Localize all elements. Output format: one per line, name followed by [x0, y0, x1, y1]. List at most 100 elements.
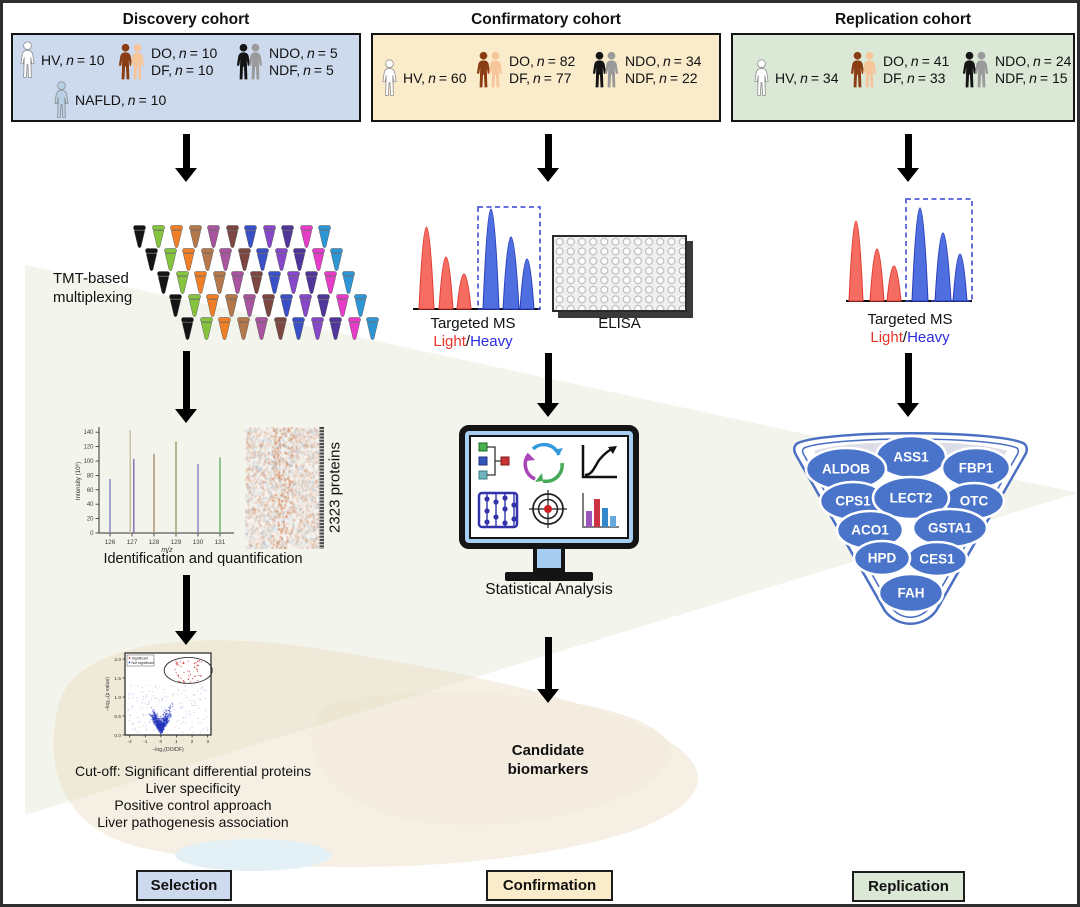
svg-text:LECT2: LECT2: [890, 491, 933, 506]
svg-text:127: 127: [127, 539, 138, 546]
cohort-group-ndo-ndf: NDO, n = 34 NDF, n = 22: [591, 51, 701, 89]
person-icon-do: [117, 43, 134, 81]
svg-text:2.0: 2.0: [114, 657, 121, 663]
flow-arrow: [175, 134, 197, 182]
cohort-title-confirmatory: Confirmatory cohort: [471, 11, 621, 28]
svg-text:60: 60: [87, 488, 94, 494]
cohort-group-hv: HV, n = 34: [753, 59, 839, 97]
stage-box-replication: Replication: [852, 871, 965, 902]
selection-dashed-box: [477, 206, 541, 310]
svg-text:0: 0: [160, 739, 163, 745]
heavy-peak: [952, 253, 968, 302]
svg-text:FBP1: FBP1: [959, 461, 994, 476]
light-peak: [456, 273, 472, 310]
id-quant-label: Identification and quantification: [103, 551, 303, 567]
person-icon-do: [849, 51, 866, 89]
growth-curve-icon: [581, 445, 617, 479]
person-icons: [961, 51, 990, 89]
light-peak: [869, 248, 885, 302]
person-icon-ndf: [247, 43, 264, 81]
svg-text:20: 20: [87, 517, 94, 523]
svg-text:120: 120: [83, 445, 94, 451]
svg-text:80: 80: [87, 473, 94, 479]
protein-bubble-lect2: LECT2: [871, 475, 951, 521]
svg-text:130: 130: [193, 539, 204, 546]
svg-text:3: 3: [206, 739, 209, 745]
svg-text:140: 140: [83, 430, 94, 436]
tmt-tube-racks: [131, 225, 379, 345]
person-icon-ndf: [973, 51, 990, 89]
person-icon-nafld: [53, 81, 70, 119]
flow-arrow: [537, 134, 559, 182]
flow-arrow: [175, 575, 197, 645]
stage-box-selection: Selection: [136, 870, 232, 901]
svg-text:CPS1: CPS1: [835, 494, 871, 509]
cohort-group-hv: HV, n = 10: [19, 41, 105, 79]
cohort-group-do-df: DO, n = 10 DF, n = 10: [117, 43, 217, 81]
heavy-peak: [482, 208, 500, 310]
svg-text:ALDOB: ALDOB: [822, 462, 870, 477]
elisa-label: ELISA: [598, 315, 641, 332]
light-heavy-label: Light/Heavy: [433, 333, 513, 350]
person-icons: [117, 43, 146, 81]
targeted-ms-chart: [846, 198, 973, 302]
svg-text:−log₂(DO/DF): −log₂(DO/DF): [152, 747, 184, 753]
person-icon-df: [861, 51, 878, 89]
svg-text:-1: -1: [143, 739, 148, 745]
svg-text:OTC: OTC: [960, 494, 989, 509]
svg-text:1.0: 1.0: [114, 695, 121, 701]
svg-text:131: 131: [215, 539, 226, 546]
svg-text:Not significant: Not significant: [132, 661, 155, 665]
svg-text:0.5: 0.5: [114, 714, 121, 720]
person-icons: [235, 43, 264, 81]
light-peak: [438, 256, 454, 310]
heavy-peak: [502, 236, 520, 310]
protein-bubbles: ASS1 FBP1 ALDOB OTC CPS1 LECT2 GSTA1 ACO1 CES1 HP…: [804, 434, 1012, 614]
flow-arrow: [175, 351, 197, 423]
cohort-group-do-df: DO, n = 41 DF, n = 33: [849, 51, 949, 89]
targeted-ms-label: Targeted MS: [867, 311, 953, 328]
monitor-stand: [533, 549, 565, 572]
flow-arrow: [537, 353, 559, 417]
protein-bubble-hpd: HPD: [852, 539, 912, 577]
cohort-box-replication: HV, n = 34 DO, n = 41 DF, n = 33 NDO, n = 24 NDF…: [731, 33, 1075, 122]
svg-text:HPD: HPD: [868, 551, 897, 566]
cutoff-line: Liver pathogenesis association: [97, 814, 289, 830]
svg-text:ACO1: ACO1: [851, 523, 889, 538]
svg-text:0: 0: [90, 531, 94, 537]
cohort-title-discovery: Discovery cohort: [122, 11, 250, 28]
svg-text:128: 128: [149, 539, 160, 546]
svg-text:126: 126: [105, 539, 116, 546]
flow-arrow: [897, 353, 919, 417]
target-icon: [529, 490, 567, 528]
elisa-plate: [552, 235, 687, 312]
cohort-group-do-df: DO, n = 82 DF, n = 77: [475, 51, 575, 89]
protein-count-label: 2323 proteins: [326, 442, 344, 533]
monitor-frame: [459, 425, 639, 549]
person-icons: [591, 51, 620, 89]
cohort-group-ndo-ndf: NDO, n = 5 NDF, n = 5: [235, 43, 338, 81]
cohort-box-discovery: HV, n = 10 DO, n = 10 DF, n = 10 NDO, n = 5 NDF,…: [11, 33, 361, 122]
cutoff-line: Positive control approach: [114, 797, 272, 813]
light-peak: [418, 226, 435, 310]
person-icon-hv: [19, 41, 36, 79]
protein-heatmap: [245, 427, 324, 549]
svg-text:m/z: m/z: [161, 547, 173, 554]
heavy-peak: [911, 207, 929, 302]
stage-box-confirmation: Confirmation: [486, 870, 613, 901]
svg-text:1.5: 1.5: [114, 676, 121, 682]
protein-bubble-aco1: ACO1: [835, 509, 905, 551]
liver-watermark: [53, 640, 698, 871]
heavy-peak: [934, 232, 952, 302]
person-icon-ndo: [961, 51, 978, 89]
protein-bubble-fah: FAH: [877, 572, 945, 614]
heavy-peak: [519, 258, 535, 310]
candidate-biomarkers-label: Candidate biomarkers: [507, 742, 589, 778]
svg-text:Significant: Significant: [132, 656, 149, 660]
tmt-label: TMT-based multiplexing: [53, 270, 133, 306]
person-icon-do: [475, 51, 492, 89]
svg-text:40: 40: [87, 502, 94, 508]
biomarker-funnel: ASS1 FBP1 ALDOB OTC CPS1 LECT2 GSTA1 ACO1 CES1 HP…: [793, 432, 1028, 625]
